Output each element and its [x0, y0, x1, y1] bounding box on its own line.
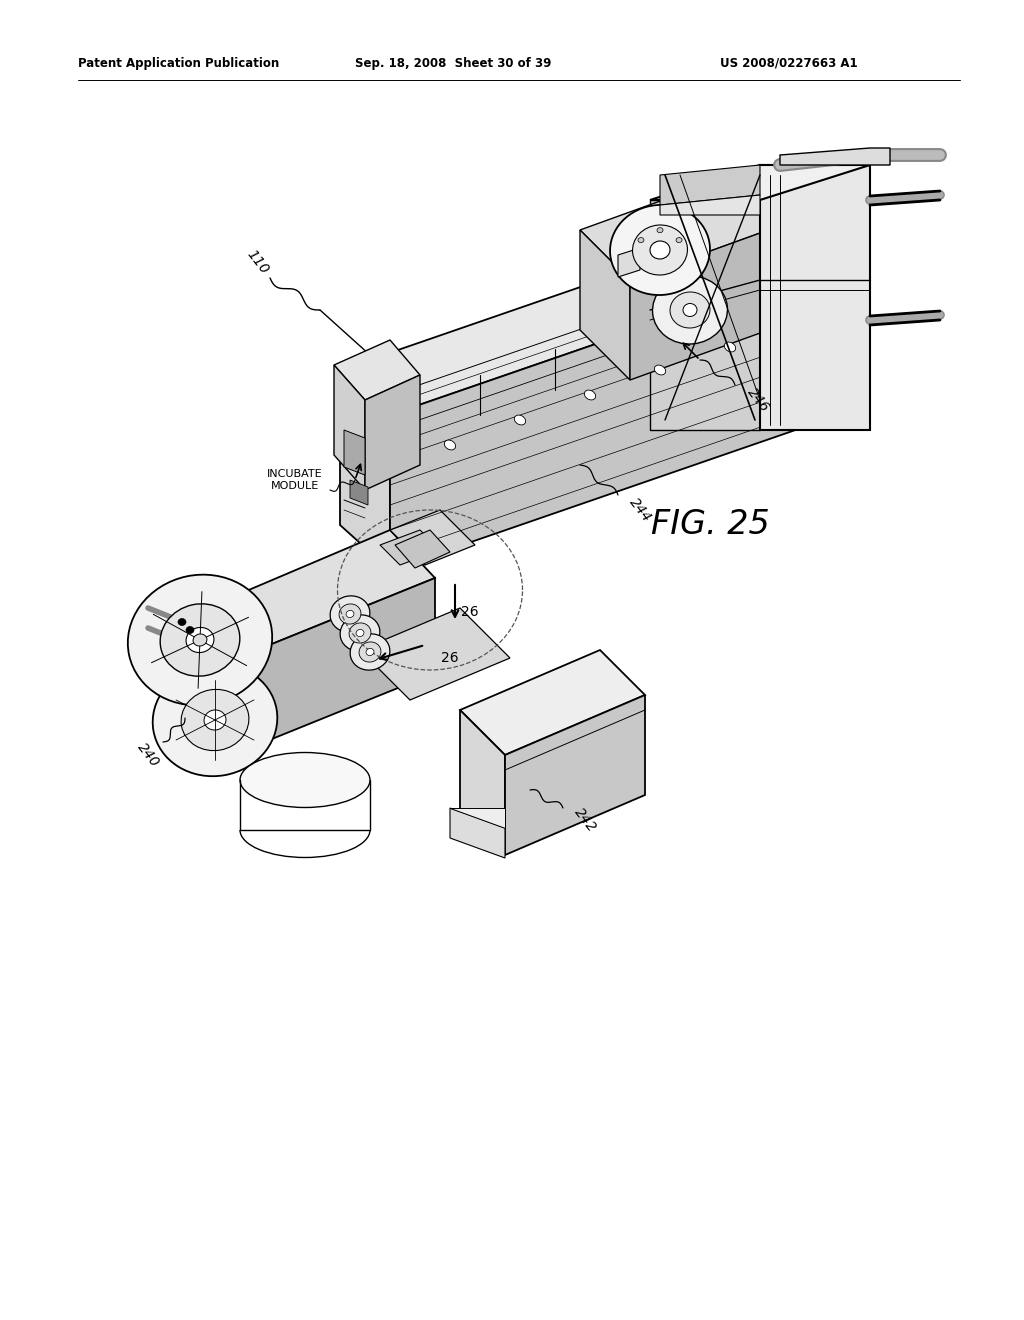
Polygon shape	[660, 195, 760, 215]
Ellipse shape	[356, 630, 364, 636]
Ellipse shape	[654, 366, 666, 375]
Polygon shape	[344, 430, 365, 475]
Polygon shape	[334, 341, 420, 400]
Text: 242: 242	[571, 805, 599, 834]
Polygon shape	[650, 165, 870, 201]
Ellipse shape	[340, 615, 380, 651]
Polygon shape	[390, 271, 810, 570]
Ellipse shape	[339, 605, 360, 624]
Ellipse shape	[350, 634, 390, 671]
Polygon shape	[365, 375, 420, 490]
Polygon shape	[660, 165, 760, 205]
Ellipse shape	[330, 595, 370, 632]
Ellipse shape	[359, 642, 381, 663]
Polygon shape	[340, 224, 810, 414]
Polygon shape	[460, 649, 645, 755]
Ellipse shape	[444, 440, 456, 450]
Text: Patent Application Publication: Patent Application Publication	[78, 57, 280, 70]
Text: INCUBATE
MODULE: INCUBATE MODULE	[267, 469, 323, 491]
Polygon shape	[505, 696, 645, 855]
Ellipse shape	[610, 205, 710, 296]
Polygon shape	[360, 609, 510, 700]
Ellipse shape	[181, 689, 249, 751]
Ellipse shape	[128, 574, 272, 705]
Text: 244: 244	[627, 495, 653, 525]
Text: 110: 110	[245, 247, 271, 277]
Ellipse shape	[638, 238, 644, 243]
Polygon shape	[350, 480, 368, 506]
Polygon shape	[178, 531, 435, 665]
Ellipse shape	[676, 238, 682, 243]
Text: Sep. 18, 2008  Sheet 30 of 39: Sep. 18, 2008 Sheet 30 of 39	[355, 57, 551, 70]
Ellipse shape	[633, 224, 687, 275]
Ellipse shape	[240, 752, 370, 808]
Text: FIG. 25: FIG. 25	[650, 508, 769, 541]
Text: 26: 26	[441, 651, 459, 665]
Ellipse shape	[204, 710, 226, 730]
Ellipse shape	[670, 292, 710, 327]
Ellipse shape	[349, 623, 371, 643]
Polygon shape	[618, 248, 640, 277]
Polygon shape	[220, 578, 435, 760]
Text: 246: 246	[744, 385, 772, 414]
Ellipse shape	[186, 627, 214, 652]
Text: US 2008/0227663 A1: US 2008/0227663 A1	[720, 57, 858, 70]
Text: 240: 240	[134, 741, 162, 770]
Ellipse shape	[514, 414, 525, 425]
Ellipse shape	[683, 304, 697, 317]
Ellipse shape	[585, 391, 596, 400]
Polygon shape	[395, 531, 450, 568]
Polygon shape	[178, 620, 220, 760]
Polygon shape	[450, 808, 505, 858]
Polygon shape	[340, 370, 390, 570]
Polygon shape	[650, 201, 760, 430]
Ellipse shape	[657, 227, 663, 232]
Ellipse shape	[652, 276, 727, 345]
Polygon shape	[780, 148, 890, 165]
Polygon shape	[460, 710, 505, 855]
Polygon shape	[630, 215, 810, 380]
Ellipse shape	[178, 619, 186, 626]
Ellipse shape	[366, 648, 374, 656]
Polygon shape	[390, 510, 475, 565]
Ellipse shape	[160, 603, 240, 676]
Ellipse shape	[194, 634, 207, 645]
Polygon shape	[450, 808, 505, 828]
Ellipse shape	[724, 342, 735, 352]
Ellipse shape	[346, 610, 354, 618]
Polygon shape	[580, 230, 630, 380]
Polygon shape	[580, 165, 810, 280]
Ellipse shape	[186, 627, 194, 634]
Text: 26: 26	[461, 605, 479, 619]
Polygon shape	[380, 531, 440, 565]
Polygon shape	[760, 165, 870, 430]
Ellipse shape	[650, 242, 670, 259]
Ellipse shape	[153, 664, 278, 776]
Polygon shape	[334, 366, 365, 490]
